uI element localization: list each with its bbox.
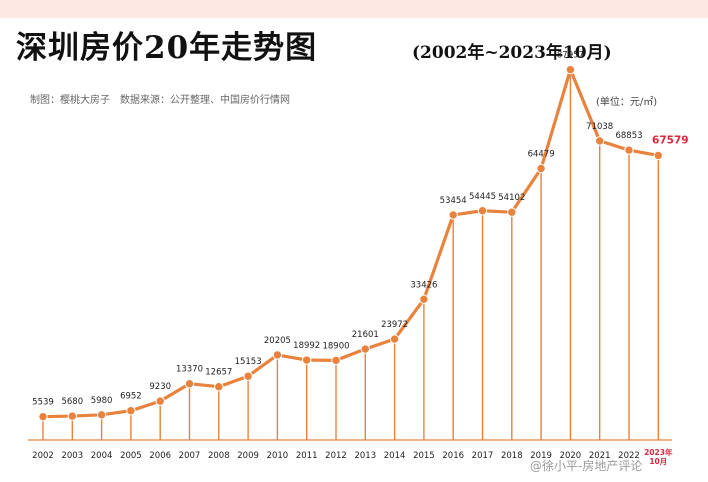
data-point [67,411,78,421]
x-tick-label: 2022 [618,451,640,461]
x-tick-label: 2020 [560,451,582,461]
data-point [477,206,488,216]
chart-source: 制图：樱桃大房子 数据来源：公开整理、中国房价行情网 [30,95,290,106]
data-point [653,150,663,161]
x-tick-label: 2018 [501,451,523,461]
x-tick-label: 2002 [32,451,54,461]
data-label: 53454 [440,196,467,206]
data-point [96,410,107,420]
data-point [184,379,195,389]
data-label: 54102 [498,193,525,203]
data-label: 13370 [176,365,203,375]
data-label: 20205 [264,336,291,346]
chart-subtitle: (2002年~2023年10月) [412,43,612,63]
x-tick-label: 2007 [179,451,201,461]
x-tick-label: 2016 [442,451,464,461]
data-label: 5980 [91,396,113,406]
data-point [389,334,400,344]
x-tick-label: 2009 [237,451,259,461]
data-point [565,64,576,75]
x-tick-label: 2012 [325,451,347,461]
x-tick-label: 2017 [472,451,494,461]
x-tick-label: 2021 [589,451,611,461]
data-point [448,210,458,220]
data-point [243,371,253,381]
data-label: 68853 [615,131,642,141]
data-label: 12657 [205,368,232,378]
x-tick-label: 2006 [149,451,171,461]
x-tick-label: 2014 [384,451,406,461]
data-label: 15153 [235,357,262,367]
x-tick-label: 10月 [649,457,667,466]
series-line [41,68,660,419]
data-label: 87957 [557,51,584,61]
data-label: 23972 [381,320,408,330]
data-label: 18992 [293,341,320,351]
data-point [624,145,634,155]
data-point [214,382,224,392]
x-tick-label: 2013 [354,451,376,461]
data-point [38,411,48,422]
data-label: 54445 [469,192,496,202]
top-band [0,0,708,18]
data-point [360,344,370,354]
data-label: 18900 [322,341,349,351]
data-point [536,163,546,174]
data-point [507,207,517,217]
data-point [419,294,429,304]
data-point [595,136,605,146]
data-label: 67579 [652,134,689,146]
data-point [126,406,136,416]
data-label: 5680 [61,397,83,407]
data-label: 21601 [352,330,379,340]
data-point [302,355,312,365]
data-label: 5539 [32,398,54,408]
data-point [272,350,283,360]
x-tick-label: 2010 [267,451,289,461]
x-tick-label: 2005 [120,451,142,461]
watermark: @徐小平-房地产评论 [530,459,643,473]
data-label: 64479 [528,150,555,160]
x-tick-label: 2008 [208,451,230,461]
x-tick-label: 2019 [530,451,552,461]
x-tick-label: 2003 [61,451,83,461]
data-label: 33426 [410,280,437,290]
x-tick-label: 2015 [413,451,435,461]
x-tick-label: 2011 [296,451,318,461]
data-label: 71038 [586,122,613,132]
data-label: 9230 [149,382,171,392]
data-point [331,355,341,366]
x-tick-label: 2004 [91,451,113,461]
unit-label: (单位：元/㎡) [596,97,658,108]
data-label: 6952 [120,392,142,402]
x-tick-label: 2023年 [644,447,673,457]
data-point [155,396,165,406]
chart-title: 深圳房价20年走势图 [16,30,318,66]
